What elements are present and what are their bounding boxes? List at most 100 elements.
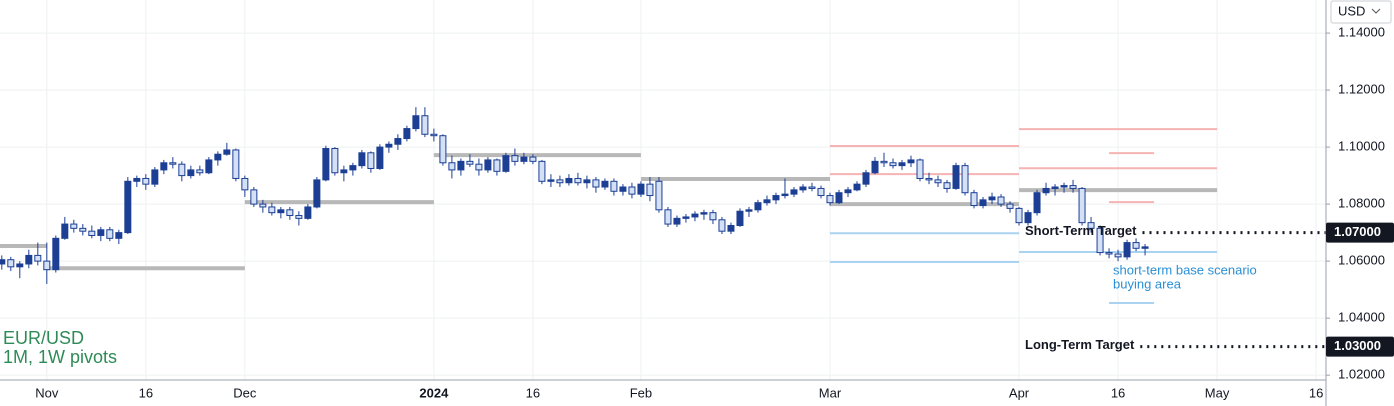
candle-body — [799, 186, 807, 191]
candle-body — [709, 212, 717, 221]
candle-body — [1087, 222, 1095, 229]
price-tag-label: 1.07000 — [1334, 224, 1381, 239]
candle-body — [178, 163, 186, 177]
candle-body — [484, 159, 492, 171]
candle-body — [457, 160, 465, 171]
candle-body — [142, 177, 150, 185]
candle-body — [70, 223, 78, 229]
candle-body — [610, 180, 618, 192]
candle-body — [1078, 187, 1086, 224]
candle-body — [1042, 187, 1050, 194]
candle-body — [448, 162, 456, 171]
candle-body — [520, 156, 528, 162]
candle-body — [754, 202, 762, 211]
candle-body — [592, 179, 600, 188]
candle-body — [241, 177, 249, 191]
candle-body — [556, 179, 564, 184]
candle-body — [250, 189, 258, 205]
chart-title: EUR/USD — [3, 328, 84, 348]
candle-body — [268, 206, 276, 214]
candle-body — [214, 153, 222, 161]
candle-body — [385, 143, 393, 148]
candle-body — [790, 189, 798, 195]
x-tick-label: 16 — [526, 385, 540, 400]
candle-body — [43, 260, 51, 271]
candle-body — [277, 209, 285, 214]
candle-body — [673, 217, 681, 225]
candle-body — [826, 195, 834, 204]
candle-body — [115, 232, 123, 239]
candle-body — [286, 209, 294, 217]
candle-body — [97, 229, 105, 236]
candle-body — [916, 159, 924, 179]
candle-body — [925, 177, 933, 181]
candle-body — [691, 213, 699, 218]
candle-body — [997, 196, 1005, 205]
candle-body — [862, 172, 870, 185]
candle-body — [646, 183, 654, 197]
candle-body — [529, 156, 537, 162]
candle-body — [772, 195, 780, 201]
candle-body — [1132, 242, 1140, 249]
candle-body — [412, 115, 420, 130]
candle-body — [169, 162, 177, 165]
y-tick-label: 1.10000 — [1338, 139, 1385, 154]
candle-body — [952, 165, 960, 189]
candle-body — [1114, 253, 1122, 258]
candle-body — [727, 224, 735, 232]
x-tick-label: Nov — [35, 385, 59, 400]
price-tag — [1326, 336, 1394, 357]
candle-body — [718, 219, 726, 232]
y-tick-label: 1.08000 — [1338, 196, 1385, 211]
candle-body — [1024, 212, 1032, 224]
candle-body — [376, 146, 384, 169]
candle-body — [466, 160, 474, 165]
candle-body — [835, 192, 843, 204]
candle-body — [349, 165, 357, 171]
candle-body — [493, 159, 501, 172]
candle-body — [1006, 203, 1014, 209]
candle-body — [664, 209, 672, 225]
candle-body — [430, 133, 438, 137]
candle-body — [979, 199, 987, 207]
candle-body — [853, 183, 861, 191]
candle-body — [394, 138, 402, 145]
y-tick-label: 1.04000 — [1338, 310, 1385, 325]
candle-body — [16, 263, 24, 268]
target-label: Short-Term Target — [1025, 223, 1137, 238]
candle-body — [232, 149, 240, 179]
candle-body — [745, 209, 753, 212]
candle-body — [628, 186, 636, 195]
candle-body — [25, 254, 33, 265]
candle-body — [1096, 227, 1104, 254]
candle-body — [313, 179, 321, 208]
candle-body — [304, 206, 312, 219]
candle-body — [655, 180, 663, 211]
candle-body — [547, 179, 555, 182]
price-tag-label: 1.03000 — [1334, 338, 1381, 353]
candle-body — [124, 180, 132, 234]
currency: USD — [1338, 3, 1365, 18]
candle-body — [187, 169, 195, 177]
candle-body — [682, 216, 690, 219]
target-label: Long-Term Target — [1025, 337, 1135, 352]
candle-body — [637, 183, 645, 195]
candle-body — [934, 179, 942, 184]
candle-body — [223, 149, 231, 155]
candle-body — [403, 128, 411, 140]
currency-button[interactable] — [1330, 0, 1392, 24]
dropdown-icon — [1371, 8, 1381, 14]
x-tick-label: Mar — [819, 385, 842, 400]
candle-body — [7, 259, 15, 268]
candle-body — [1123, 242, 1131, 258]
candle-body — [583, 179, 591, 184]
candle-body — [358, 152, 366, 167]
candle-body — [889, 162, 897, 167]
candle-body — [871, 160, 879, 174]
candle-body — [340, 169, 348, 174]
x-tick-label: May — [1205, 385, 1230, 400]
candle-body — [907, 159, 915, 164]
candle-body — [781, 193, 789, 197]
